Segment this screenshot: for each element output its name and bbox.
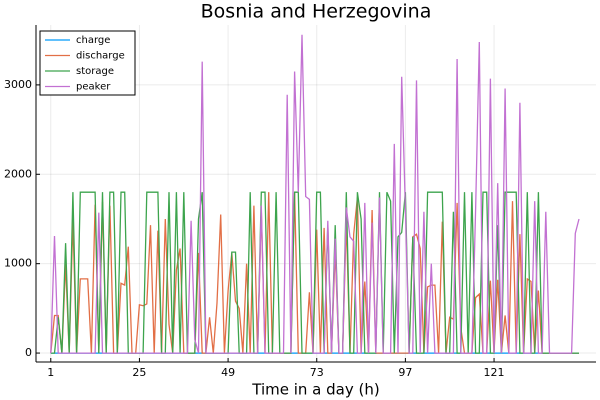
legend: charge discharge storage peaker bbox=[39, 30, 136, 96]
x-tick-label: 73 bbox=[310, 366, 324, 379]
y-tick-label: 1000 bbox=[4, 257, 32, 270]
y-tick-label: 3000 bbox=[4, 78, 32, 91]
x-tick-label: 97 bbox=[398, 366, 412, 379]
legend-label: peaker bbox=[76, 82, 111, 93]
x-tick-label: 1 bbox=[47, 366, 54, 379]
x-tick-label: 25 bbox=[132, 366, 146, 379]
chart-title: Bosnia and Herzegovina bbox=[201, 1, 432, 23]
y-tick-label: 2000 bbox=[4, 167, 32, 180]
x-axis-label: Time in a day (h) bbox=[251, 381, 379, 399]
legend-label: storage bbox=[76, 66, 114, 77]
y-tick-label: 0 bbox=[25, 346, 32, 359]
legend-label: discharge bbox=[76, 51, 125, 62]
legend-label: charge bbox=[76, 35, 110, 46]
x-tick-label: 121 bbox=[484, 366, 505, 379]
x-tick-label: 49 bbox=[221, 366, 235, 379]
series-line bbox=[50, 34, 580, 354]
legend-box bbox=[39, 30, 136, 96]
